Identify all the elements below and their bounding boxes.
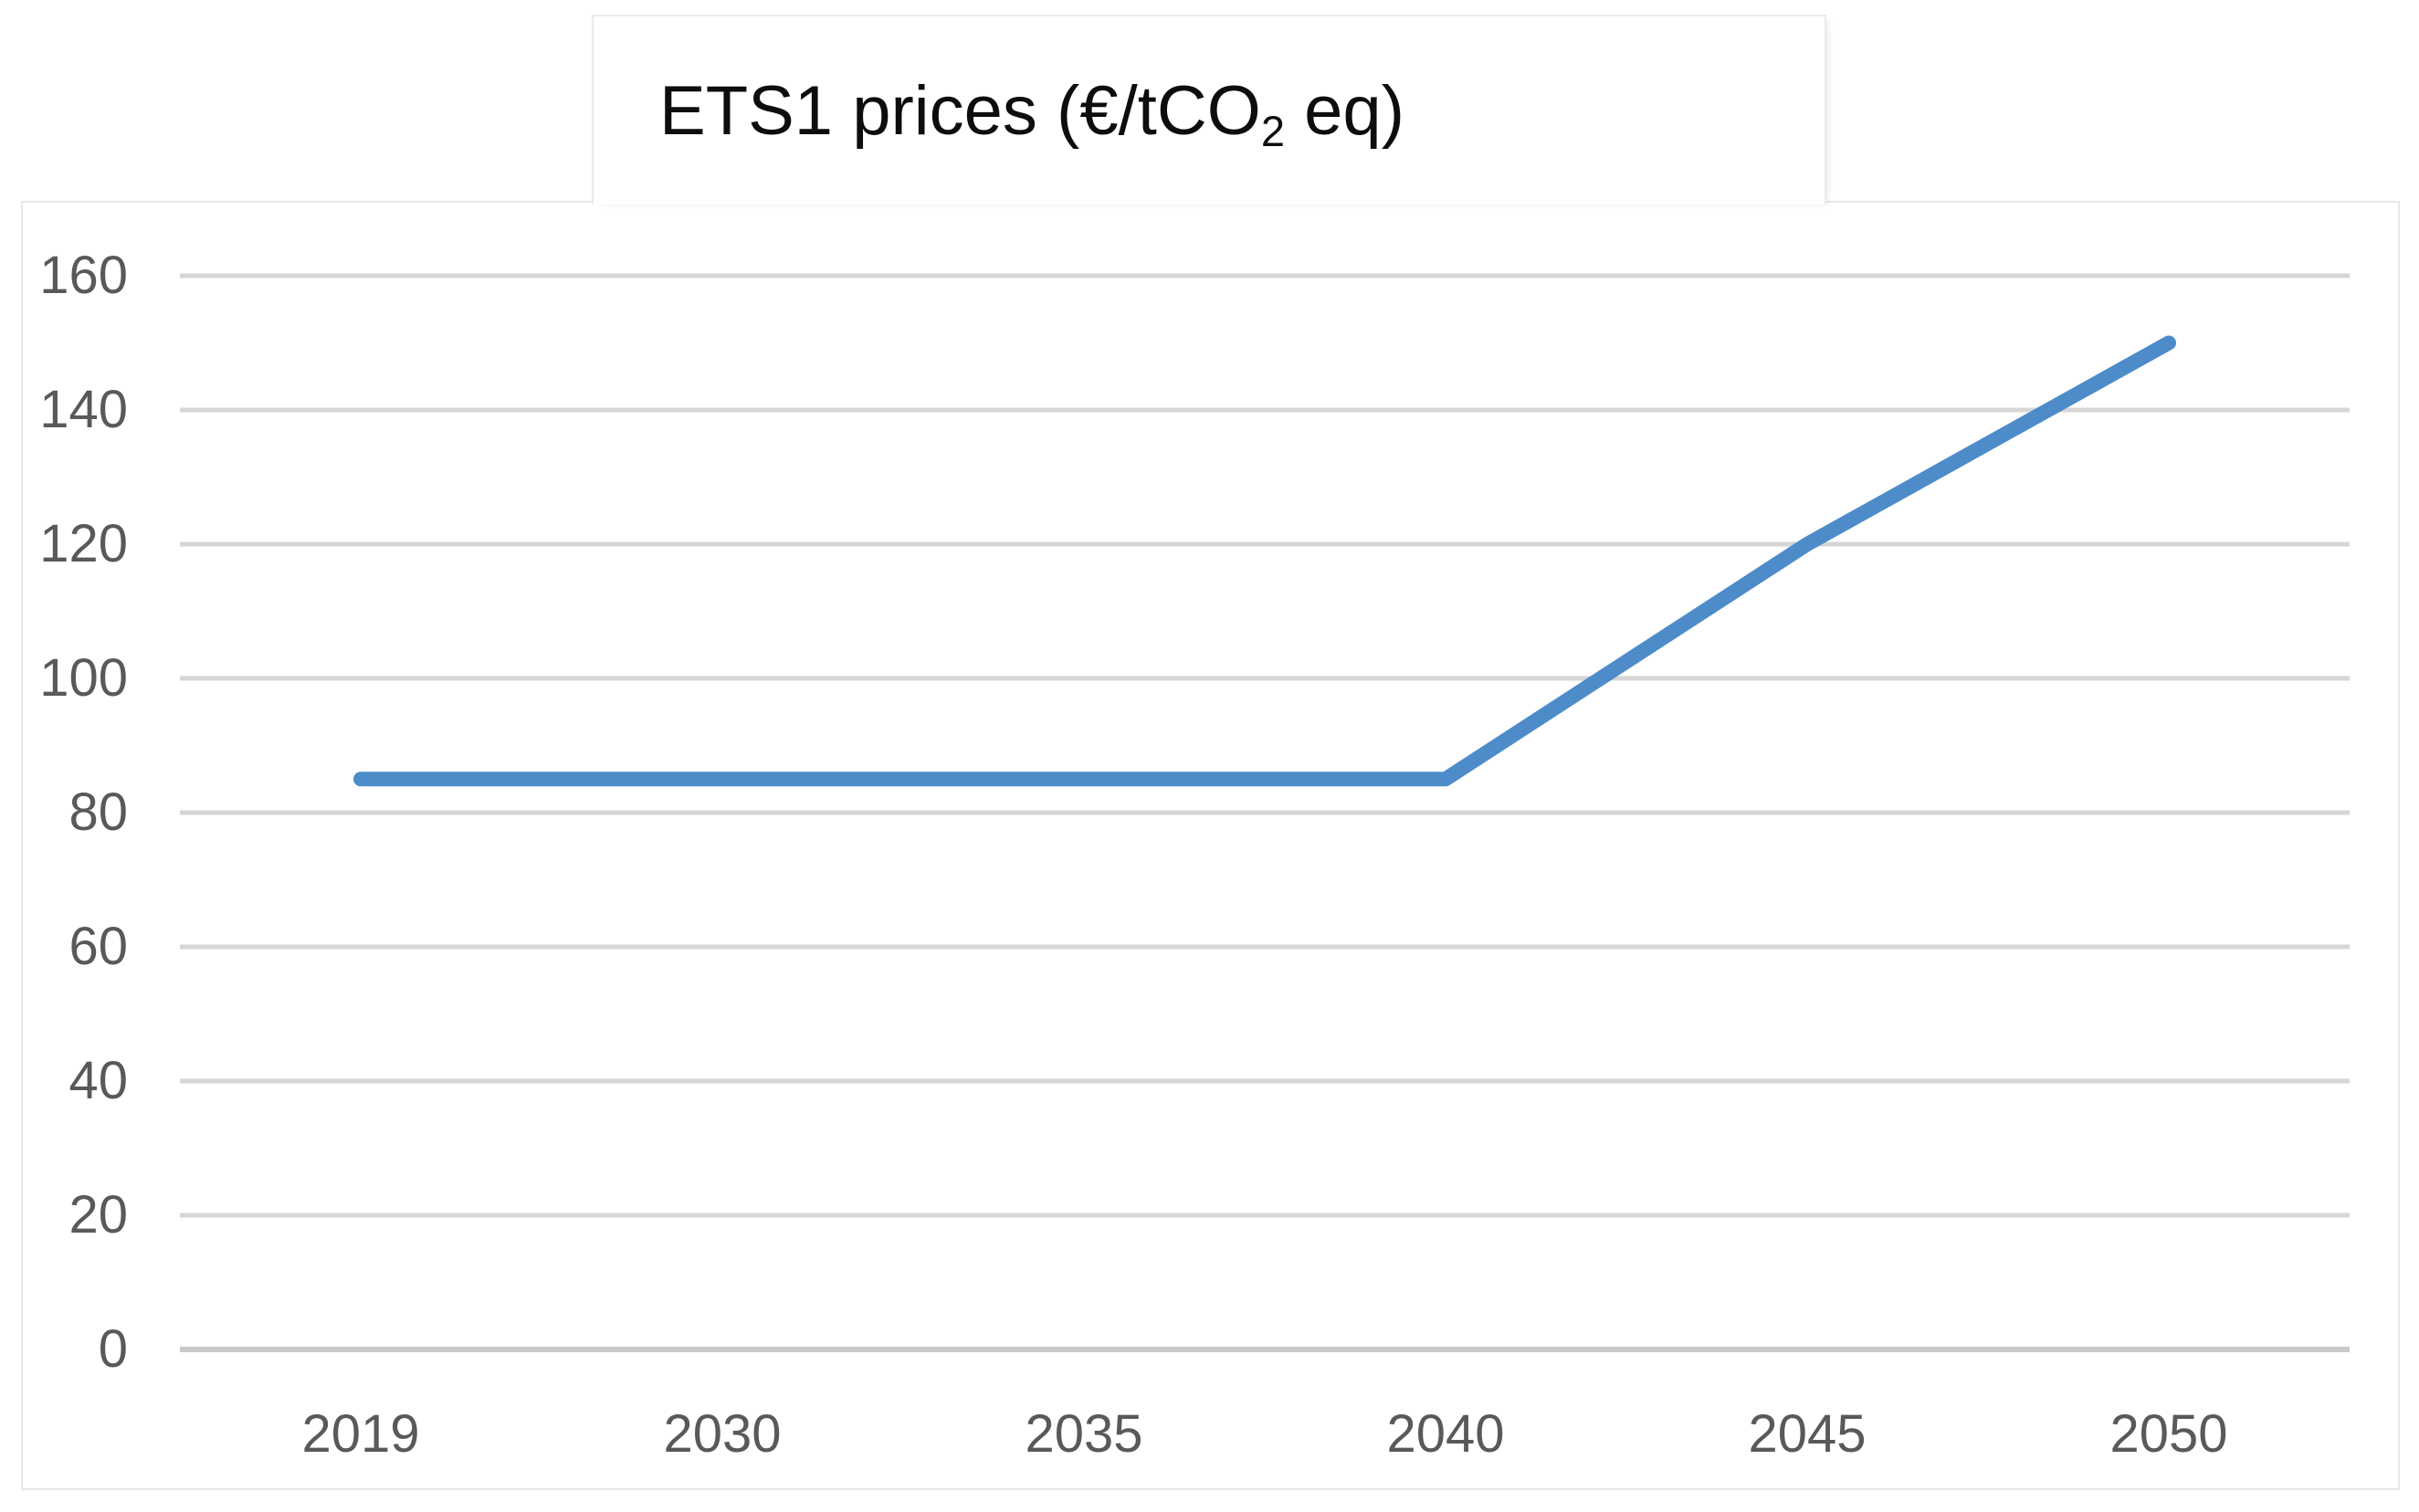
y-tick-label: 140 xyxy=(39,380,128,439)
chart-title-box: ETS1 prices (€/tCO2 eq) xyxy=(592,15,1826,205)
chart-title-text: ETS1 prices (€/tCO xyxy=(659,71,1261,150)
chart-title-subscript: 2 xyxy=(1260,106,1286,155)
y-tick-label: 160 xyxy=(39,246,128,305)
y-tick-label: 80 xyxy=(68,782,128,842)
y-tick-label: 20 xyxy=(68,1185,128,1244)
x-tick-label: 2050 xyxy=(2109,1404,2228,1464)
y-tick-label: 40 xyxy=(68,1051,128,1110)
y-tick-label: 60 xyxy=(68,917,128,976)
y-tick-label: 0 xyxy=(98,1319,128,1379)
x-tick-label: 2035 xyxy=(1025,1404,1143,1464)
x-tick-label: 2030 xyxy=(663,1404,782,1464)
y-tick-label: 120 xyxy=(39,514,128,573)
chart-title: ETS1 prices (€/tCO2 eq) xyxy=(594,71,1405,155)
x-tick-label: 2040 xyxy=(1386,1404,1505,1464)
x-tick-label: 2045 xyxy=(1748,1404,1867,1464)
x-tick-label: 2019 xyxy=(301,1404,420,1464)
y-tick-label: 100 xyxy=(39,648,128,708)
chart-frame xyxy=(21,201,2400,1490)
chart-title-suffix: eq) xyxy=(1285,71,1405,150)
